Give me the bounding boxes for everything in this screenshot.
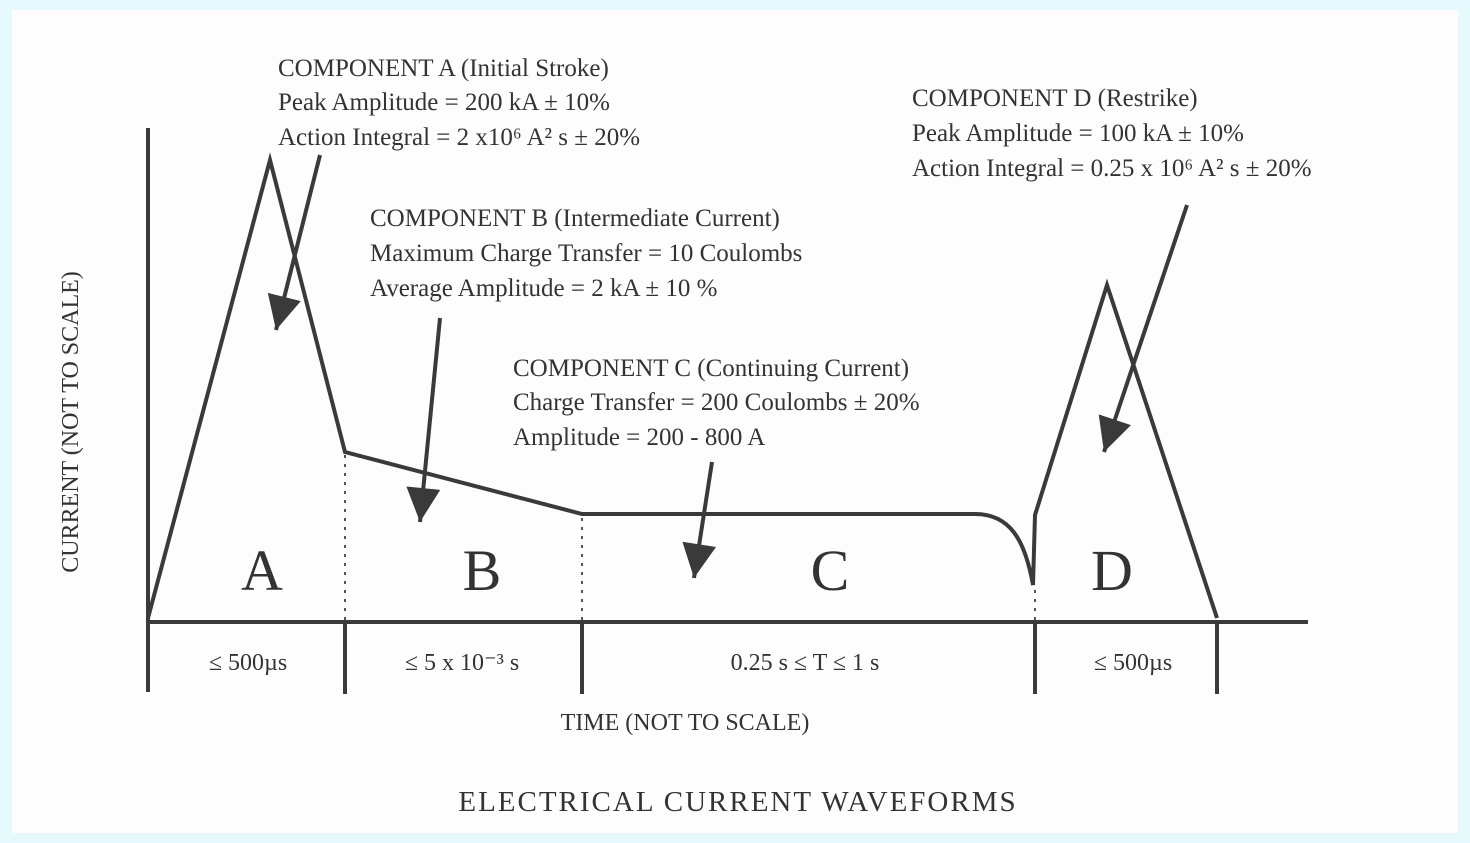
y-axis-label: CURRENT (NOT TO SCALE)	[58, 271, 84, 573]
label-line: Amplitude = 200 - 800 A	[513, 424, 765, 451]
title: ELECTRICAL CURRENT WAVEFORMS	[458, 786, 1017, 818]
region-letter: B	[463, 538, 502, 603]
label-line: Average Amplitude = 2 kA ± 10 %	[370, 275, 717, 302]
duration: ≤ 500µs	[1094, 650, 1172, 676]
label-line: Action Integral = 2 x10⁶ A² s ± 20%	[278, 124, 640, 151]
label-line: Peak Amplitude = 200 kA ± 10%	[278, 89, 610, 116]
region-letter: C	[811, 538, 850, 603]
region-letter: D	[1091, 538, 1133, 603]
duration: ≤ 500µs	[209, 650, 287, 676]
duration: 0.25 s ≤ T ≤ 1 s	[731, 650, 880, 676]
label-line: Peak Amplitude = 100 kA ± 10%	[912, 120, 1244, 147]
duration: ≤ 5 x 10⁻³ s	[405, 650, 519, 676]
label-line: Maximum Charge Transfer = 10 Coulombs	[370, 240, 802, 267]
waveform	[146, 152, 1219, 619]
x-axis-label: TIME (NOT TO SCALE)	[561, 710, 810, 736]
region-letter: A	[241, 538, 283, 603]
label-line: COMPONENT B (Intermediate Current)	[370, 205, 780, 232]
label-line: Action Integral = 0.25 x 10⁶ A² s ± 20%	[912, 155, 1312, 182]
arrow	[682, 461, 717, 579]
panel	[12, 10, 1458, 833]
label-line: Charge Transfer = 200 Coulombs ± 20%	[513, 389, 920, 416]
arrow	[1098, 204, 1189, 453]
label-line: COMPONENT C (Continuing Current)	[513, 355, 909, 382]
arrow	[267, 154, 322, 331]
label-line: COMPONENT D (Restrike)	[912, 85, 1198, 112]
arrow	[406, 317, 442, 523]
label-line: COMPONENT A (Initial Stroke)	[278, 55, 609, 82]
